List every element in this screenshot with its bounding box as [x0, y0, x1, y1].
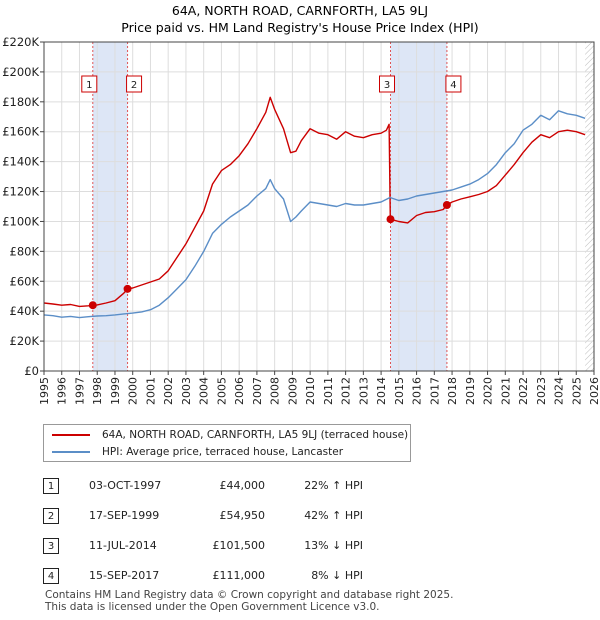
footer: Contains HM Land Registry data © Crown c…	[45, 589, 453, 613]
price-chart: 64A, NORTH ROAD, CARNFORTH, LA5 9LJ Pric…	[2, 3, 600, 405]
footer-copyright: Contains HM Land Registry data © Crown c…	[45, 589, 454, 601]
transaction-number: 4	[43, 568, 59, 584]
hatched-area	[585, 42, 594, 371]
x-tick-label: 2004	[198, 377, 211, 405]
transaction-label-box	[445, 75, 462, 93]
x-tick-label: 2002	[162, 377, 175, 405]
x-tick-label: 2012	[340, 377, 353, 405]
legend: 64A, NORTH ROAD, CARNFORTH, LA5 9LJ (ter…	[43, 424, 411, 462]
y-tick-label: £140K	[2, 155, 39, 169]
y-tick-label: £40K	[10, 304, 40, 318]
transaction-hpi-diff: 22% ↑ HPI	[304, 479, 363, 492]
transaction-label-box	[126, 75, 143, 93]
y-tick-label: £180K	[2, 95, 39, 109]
x-tick-label: 2018	[446, 377, 459, 405]
legend-label-property: 64A, NORTH ROAD, CARNFORTH, LA5 9LJ (ter…	[102, 429, 409, 441]
table-row: 4 15-SEP-2017 £111,000 8% ↓ HPI	[43, 568, 443, 588]
transaction-label: 2	[131, 80, 137, 91]
y-tick-label: £220K	[2, 35, 39, 49]
transaction-hpi-diff: 42% ↑ HPI	[304, 509, 363, 522]
x-tick-label: 2024	[553, 377, 566, 405]
transaction-date: 03-OCT-1997	[89, 479, 162, 492]
x-tick-label: 2007	[251, 377, 264, 405]
table-row: 3 11-JUL-2014 £101,500 13% ↓ HPI	[43, 538, 443, 558]
x-tick-label: 2020	[482, 377, 495, 405]
plot-frame	[43, 41, 595, 372]
transaction-number: 1	[43, 478, 59, 494]
x-tick-label: 2011	[322, 377, 335, 405]
x-tick-label: 2019	[464, 377, 477, 405]
y-tick-label: £200K	[2, 65, 39, 79]
chart-title: 64A, NORTH ROAD, CARNFORTH, LA5 9LJ	[172, 3, 428, 18]
y-tick-label: £120K	[2, 185, 39, 199]
legend-swatch-red	[52, 434, 90, 436]
x-tick-label: 2001	[144, 377, 157, 405]
transaction-label-box	[81, 75, 98, 93]
transaction-price: £54,950	[219, 509, 266, 522]
shaded-range	[92, 42, 128, 371]
table-row: 2 17-SEP-1999 £54,950 42% ↑ HPI	[43, 508, 443, 528]
transaction-price: £101,500	[212, 539, 266, 552]
x-tick-label: 2013	[357, 377, 370, 405]
x-tick-label: 2022	[517, 377, 530, 405]
transaction-point	[123, 284, 132, 293]
x-tick-label: 2026	[588, 377, 600, 405]
x-tick-label: 1995	[38, 377, 51, 405]
x-tick-label: 1997	[73, 377, 86, 405]
y-tick-label: £80K	[10, 244, 40, 258]
x-tick-label: 2021	[499, 377, 512, 405]
transaction-hpi-diff: 13% ↓ HPI	[304, 539, 363, 552]
transaction-date: 17-SEP-1999	[89, 509, 160, 522]
x-tick-label: 2014	[375, 377, 388, 405]
x-tick-label: 2010	[304, 377, 317, 405]
x-tick-label: 2008	[269, 377, 282, 405]
x-tick-label: 2016	[411, 377, 424, 405]
footer-licence: This data is licensed under the Open Gov…	[45, 601, 380, 613]
transaction-number: 2	[43, 508, 59, 524]
transaction-label: 3	[384, 80, 390, 91]
x-tick-label: 2005	[215, 377, 228, 405]
x-tick-label: 2003	[180, 377, 193, 405]
y-tick-label: £0	[24, 364, 39, 378]
table-row: 1 03-OCT-1997 £44,000 22% ↑ HPI	[43, 478, 443, 498]
x-tick-label: 1999	[109, 377, 122, 405]
transaction-point	[386, 215, 395, 224]
transaction-date: 11-JUL-2014	[89, 539, 157, 552]
transaction-label: 4	[450, 80, 456, 91]
transaction-point	[442, 201, 451, 210]
x-tick-label: 2023	[535, 377, 548, 405]
legend-label-hpi: HPI: Average price, terraced house, Lanc…	[102, 446, 344, 458]
transaction-date: 15-SEP-2017	[89, 569, 160, 582]
transaction-label-box	[379, 75, 395, 93]
transaction-point	[88, 301, 97, 310]
shaded-range	[390, 42, 447, 371]
x-tick-label: 2017	[428, 377, 441, 405]
x-tick-label: 2009	[286, 377, 299, 405]
series-line-hpi	[44, 110, 586, 319]
legend-swatch-blue	[52, 451, 90, 453]
x-tick-label: 2006	[233, 377, 246, 405]
transaction-label: 1	[86, 80, 92, 91]
chart-subtitle: Price paid vs. HM Land Registry's House …	[121, 20, 478, 35]
y-tick-label: £20K	[10, 334, 40, 348]
transaction-number: 3	[43, 538, 59, 554]
x-tick-label: 1998	[91, 377, 104, 405]
x-tick-label: 1996	[56, 377, 69, 405]
y-tick-label: £60K	[10, 274, 40, 288]
transaction-price: £111,000	[212, 569, 266, 582]
y-tick-label: £160K	[2, 125, 39, 139]
transaction-hpi-diff: 8% ↓ HPI	[311, 569, 363, 582]
transaction-price: £44,000	[219, 479, 266, 492]
x-tick-label: 2025	[570, 377, 583, 405]
x-tick-label: 2015	[393, 377, 406, 405]
y-tick-label: £100K	[2, 214, 39, 228]
x-tick-label: 2000	[127, 377, 140, 405]
